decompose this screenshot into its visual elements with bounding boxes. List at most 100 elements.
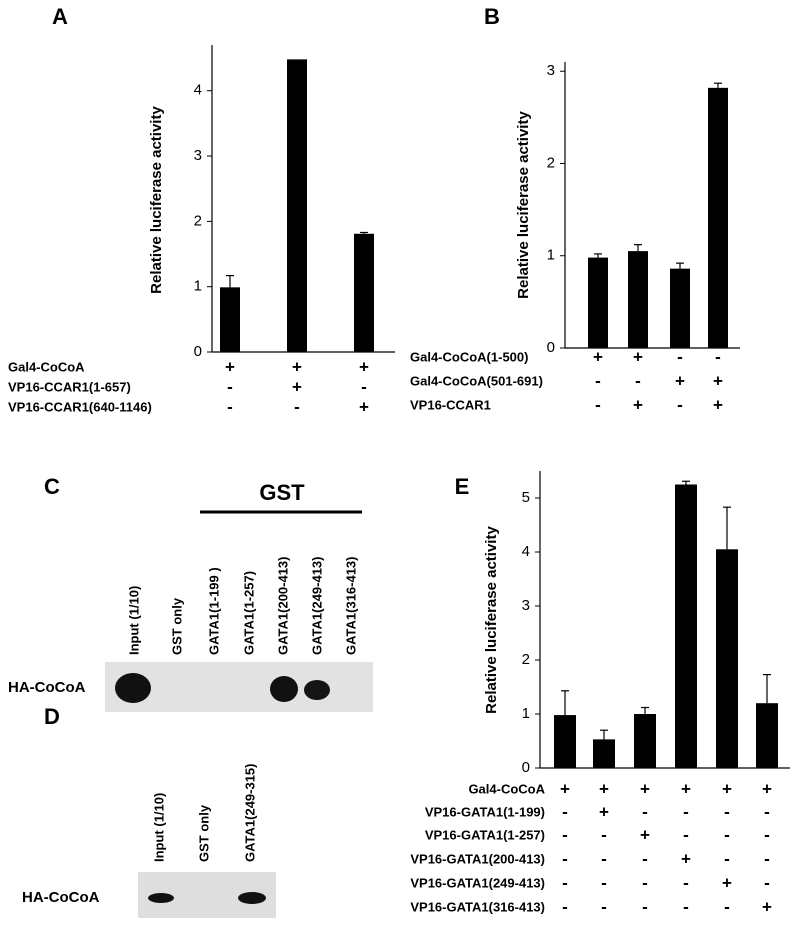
condition-sign: - [562,825,568,844]
bar [628,251,648,348]
condition-sign: - [294,397,300,416]
condition-sign: - [724,849,730,868]
bar [354,233,374,352]
y-tick-label: 1 [547,247,555,264]
condition-sign: - [677,395,683,414]
panel-label: C [44,474,60,499]
panel-label: E [455,474,470,499]
panel-label: D [44,704,60,729]
bar [554,715,576,768]
condition-sign: + [225,357,235,376]
bar [634,714,656,768]
bar [708,87,728,348]
panel-label: B [484,4,500,29]
condition-sign: - [683,802,689,821]
blot-band [148,893,174,903]
condition-sign: - [715,347,721,366]
condition-sign: - [764,825,770,844]
condition-sign: + [359,397,369,416]
y-tick-label: 4 [522,543,530,560]
lane-label: Input (1/10) [126,586,141,655]
condition-sign: - [764,802,770,821]
blot-band [304,680,330,700]
bar [675,484,697,768]
y-tick-label: 1 [522,705,530,722]
condition-sign: - [724,825,730,844]
bar [588,257,608,348]
blot-row-label: HA-CoCoA [8,679,86,696]
y-axis-label: Relative luciferase activity [483,526,500,714]
condition-label: VP16-GATA1(1-257) [425,827,545,842]
panel-label: A [52,4,68,29]
condition-sign: - [562,873,568,892]
condition-sign: - [677,347,683,366]
y-tick-label: 4 [194,82,202,99]
condition-sign: - [683,897,689,916]
condition-sign: - [601,825,607,844]
condition-label: VP16-GATA1(200-413) [410,851,545,866]
condition-sign: + [593,347,603,366]
condition-label: Gal4-CoCoA [8,359,85,374]
blot-band [115,673,151,703]
lane-label: GATA1(1-257) [241,571,256,655]
condition-sign: - [764,873,770,892]
condition-label: VP16-CCAR1(640-1146) [8,399,152,414]
condition-sign: - [601,849,607,868]
condition-sign: - [361,377,367,396]
condition-sign: - [601,897,607,916]
condition-label: VP16-GATA1(1-199) [425,804,545,819]
condition-sign: + [359,357,369,376]
lane-label: GST only [169,597,184,655]
y-tick-label: 2 [522,651,530,668]
condition-sign: - [642,897,648,916]
condition-sign: - [227,397,233,416]
condition-label: Gal4-CoCoA(501-691) [410,373,543,388]
y-tick-label: 3 [547,62,555,79]
condition-sign: - [764,849,770,868]
y-tick-label: 2 [194,212,202,229]
condition-sign: + [560,779,570,798]
condition-sign: - [724,897,730,916]
y-tick-label: 2 [547,154,555,171]
condition-sign: + [599,802,609,821]
condition-sign: + [713,371,723,390]
condition-sign: - [635,371,641,390]
condition-sign: + [681,779,691,798]
condition-sign: - [683,873,689,892]
condition-sign: + [722,873,732,892]
blot-header: GST [259,480,305,505]
condition-label: VP16-GATA1(249-413) [410,875,545,890]
condition-sign: - [683,825,689,844]
condition-label: VP16-GATA1(316-413) [410,899,545,914]
condition-label: VP16-CCAR1 [410,397,491,412]
condition-sign: + [681,849,691,868]
lane-label: GATA1(1-199 ) [206,567,221,655]
bar [287,59,307,353]
y-tick-label: 1 [194,278,202,295]
condition-sign: - [595,395,601,414]
blot-row-label: HA-CoCoA [22,889,100,906]
condition-sign: - [601,873,607,892]
condition-sign: - [642,849,648,868]
condition-sign: - [227,377,233,396]
lane-label: GST only [196,804,211,862]
blot-band [238,892,266,904]
lane-label: GATA1(249-315) [242,764,257,863]
condition-sign: - [595,371,601,390]
condition-sign: + [633,395,643,414]
bar [220,287,240,352]
condition-sign: - [642,873,648,892]
y-tick-label: 3 [194,147,202,164]
condition-sign: - [562,802,568,821]
bar [756,703,778,768]
y-axis-label: Relative luciferase activity [515,111,532,299]
condition-sign: + [599,779,609,798]
condition-sign: + [633,347,643,366]
condition-sign: + [640,779,650,798]
condition-label: Gal4-CoCoA [468,781,545,796]
y-tick-label: 5 [522,489,530,506]
condition-sign: + [722,779,732,798]
y-tick-label: 0 [194,343,202,360]
condition-sign: - [562,849,568,868]
condition-sign: + [713,395,723,414]
